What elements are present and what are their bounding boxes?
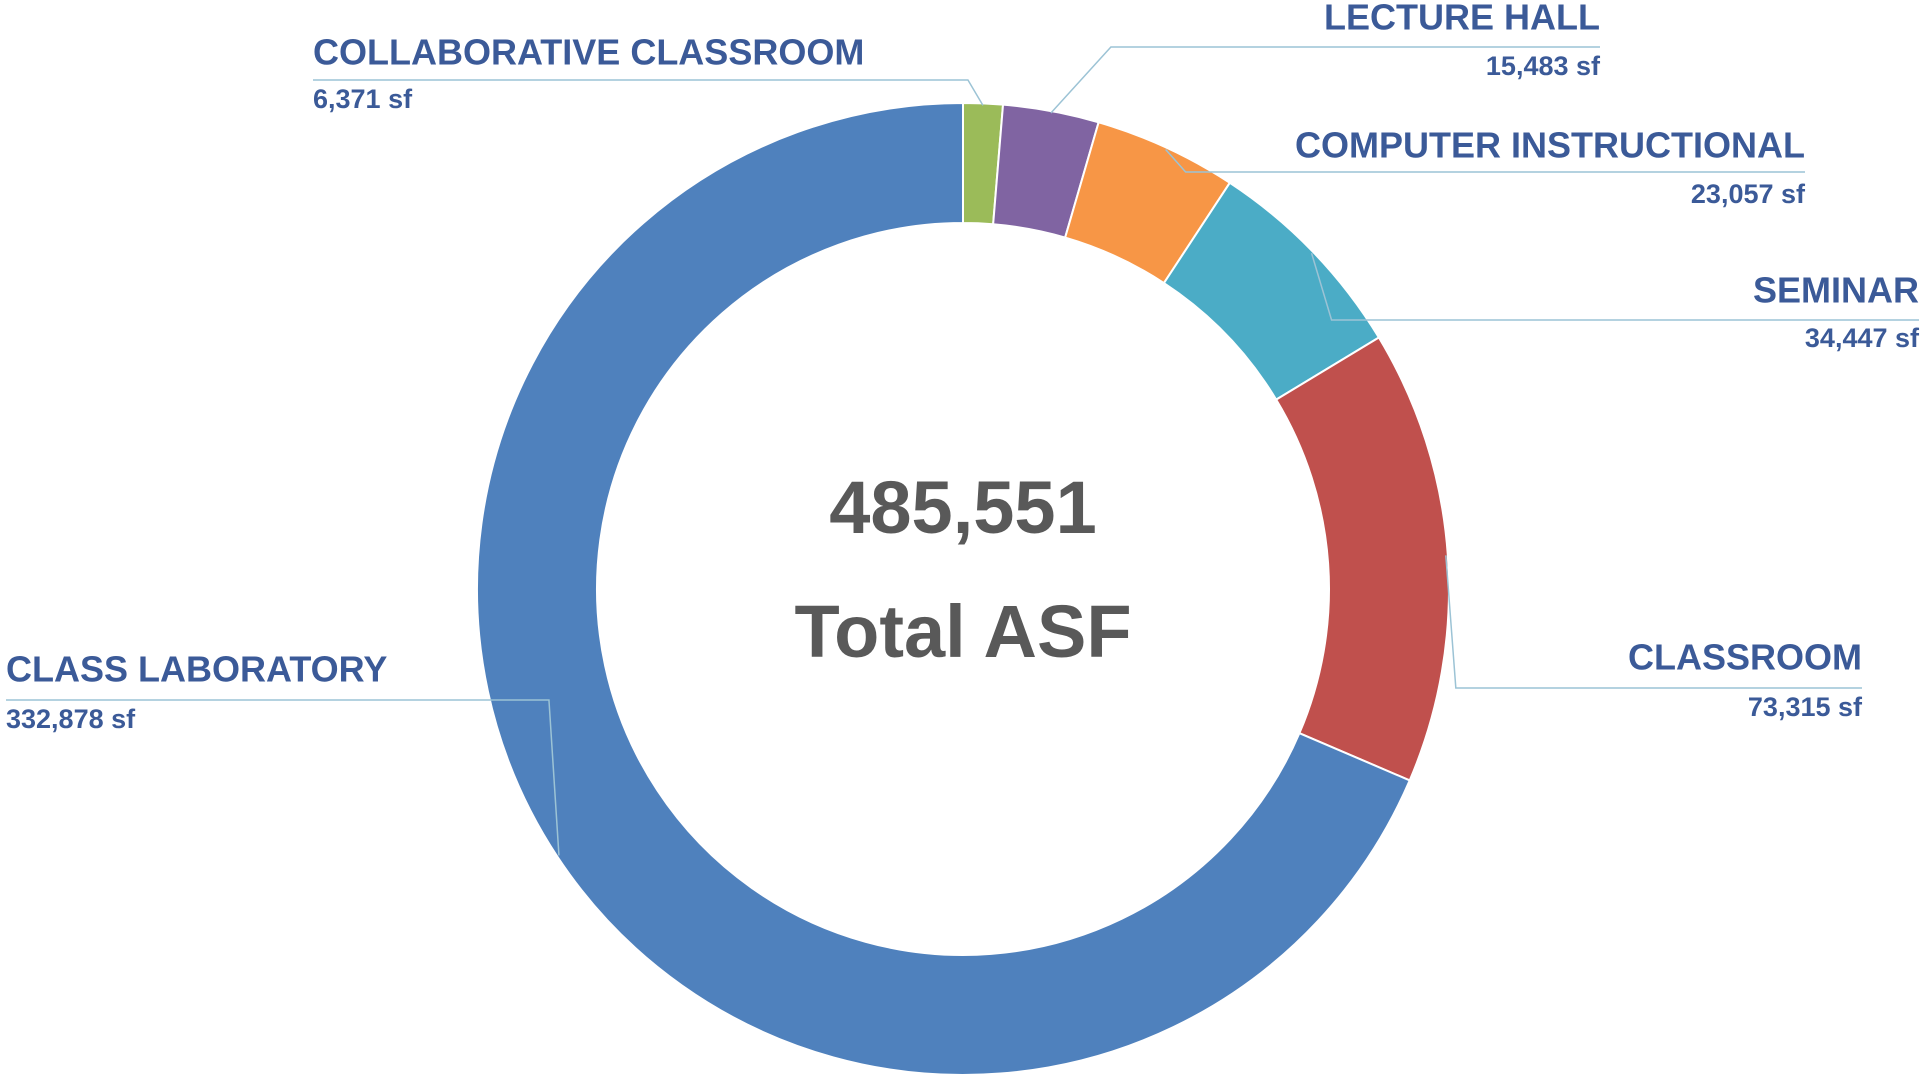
value-label: 73,315 sf xyxy=(1748,692,1863,722)
category-label: SEMINAR xyxy=(1753,270,1919,311)
value-label: 332,878 sf xyxy=(6,704,136,734)
category-label: COMPUTER INSTRUCTIONAL xyxy=(1295,125,1805,166)
category-label: LECTURE HALL xyxy=(1324,0,1600,38)
leader-line xyxy=(1445,555,1862,689)
category-label: CLASSROOM xyxy=(1628,637,1862,678)
leader-line xyxy=(313,79,984,106)
total-value: 485,551 xyxy=(829,466,1097,549)
category-label: CLASS LABORATORY xyxy=(6,649,387,690)
value-label: 6,371 sf xyxy=(313,84,413,114)
total-caption: Total ASF xyxy=(794,590,1131,673)
value-label: 15,483 sf xyxy=(1486,51,1601,81)
leader-line xyxy=(1050,46,1600,114)
leader-line xyxy=(1310,252,1919,321)
donut-segment xyxy=(476,101,1412,1076)
value-label: 34,447 sf xyxy=(1805,323,1920,353)
leader-line xyxy=(1165,148,1805,173)
category-label: COLLABORATIVE CLASSROOM xyxy=(313,32,864,73)
donut-segment xyxy=(1274,336,1450,782)
value-label: 23,057 sf xyxy=(1691,179,1806,209)
leader-line xyxy=(6,699,560,856)
